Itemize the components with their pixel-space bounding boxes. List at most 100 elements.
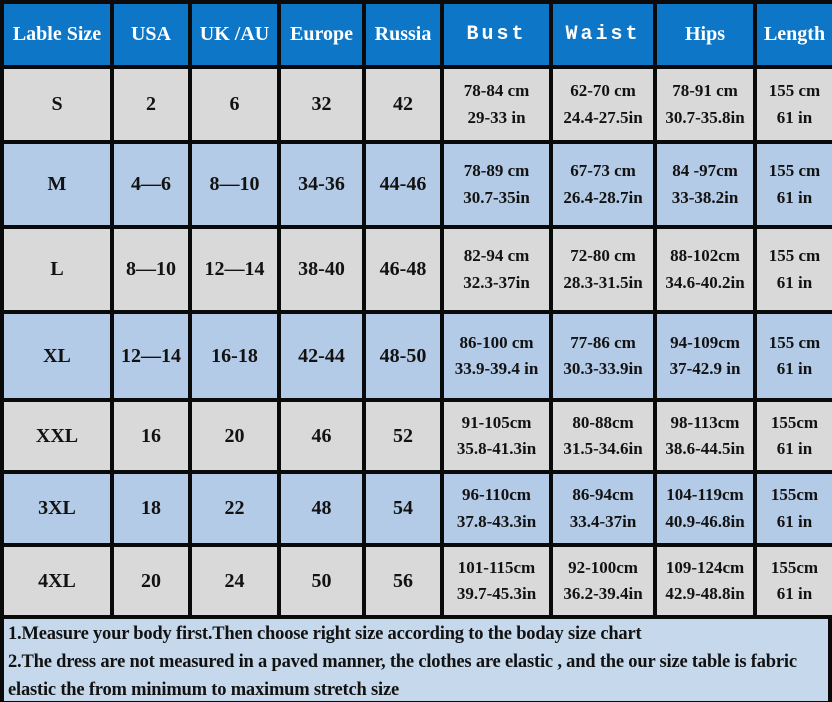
bust-in-range: 39.7-45.3in [456,584,537,603]
bust-cm-range: 82-94 cm [463,246,530,266]
cell-uk-au: 16-18 [188,310,281,402]
cell-usa: 2 [110,65,192,144]
cell-usa: 12—14 [110,310,192,402]
table-row: 4XL 20 24 50 56 101-115cm 39.7-45.3in 92-100cm 3… [0,543,832,619]
column-header-russia: Russia [362,0,444,69]
cell-length: 155cm 61 in [753,470,832,547]
cell-label: M [0,140,114,229]
cell-europe: 42-44 [277,310,366,402]
bust-cm-range: 78-84 cm [463,81,530,101]
column-header-usa: USA [110,0,192,69]
cell-bust: 101-115cm 39.7-45.3in [440,543,553,619]
cell-length: 155cm 61 in [753,543,832,619]
cell-waist: 67-73 cm 26.4-28.7in [549,140,657,229]
cell-waist: 92-100cm 36.2-39.4in [549,543,657,619]
cell-label: XL [0,310,114,402]
bust-in-range: 33.9-39.4 in [454,359,539,378]
cell-hips: 78-91 cm 30.7-35.8in [653,65,757,144]
bust-cm-range: 101-115cm [457,557,536,577]
bust-in-range: 35.8-41.3in [456,439,537,458]
cell-europe: 48 [277,470,366,547]
cell-label: 4XL [0,543,114,619]
table-row: 3XL 18 22 48 54 96-110cm 37.8-43.3in 86-94cm 33.… [0,470,832,547]
cell-bust: 91-105cm 35.8-41.3in [440,398,553,474]
waist-in-range: 36.2-39.4in [563,584,643,603]
bust-cm-range: 78-89 cm [463,161,530,181]
bust-cm-range: 91-105cm [461,412,532,432]
cell-uk-au: 6 [188,65,281,144]
hips-cm-range: 98-113cm [670,412,740,432]
length-in-range: 61 in [776,511,813,531]
cell-europe: 46 [277,398,366,474]
cell-russia: 44-46 [362,140,444,229]
table-row: XXL 16 20 46 52 91-105cm 35.8-41.3in 80-88cm 31.… [0,398,832,474]
waist-cm-range: 86-94cm [572,485,634,505]
cell-europe: 32 [277,65,366,144]
hips-cm-range: 78-91 cm [672,81,738,101]
hips-in-range: 38.6-44.5in [665,439,745,458]
cell-hips: 94-109cm 37-42.9 in [653,310,757,402]
cell-length: 155 cm 61 in [753,65,832,144]
cell-europe: 50 [277,543,366,619]
cell-bust: 78-89 cm 30.7-35in [440,140,553,229]
cell-uk-au: 22 [188,470,281,547]
cell-usa: 8—10 [110,225,192,314]
column-header-europe: Europe [277,0,366,69]
cell-label: 3XL [0,470,114,547]
hips-in-range: 34.6-40.2in [665,272,745,292]
waist-cm-range: 92-100cm [568,557,638,577]
cell-bust: 82-94 cm 32.3-37in [440,225,553,314]
length-cm-range: 155 cm [768,81,821,101]
cell-bust: 96-110cm 37.8-43.3in [440,470,553,547]
cell-waist: 86-94cm 33.4-37in [549,470,657,547]
bust-in-range: 29-33 in [467,107,526,127]
hips-in-range: 42.9-48.8in [665,584,745,603]
cell-russia: 48-50 [362,310,444,402]
cell-usa: 18 [110,470,192,547]
bust-cm-range: 96-110cm [462,485,531,505]
cell-uk-au: 12—14 [188,225,281,314]
cell-length: 155 cm 61 in [753,140,832,229]
cell-usa: 4—6 [110,140,192,229]
note-line-1: 1.Measure your body first.Then choose ri… [8,623,642,644]
column-header-uk-au: UK /AU [188,0,281,69]
cell-uk-au: 24 [188,543,281,619]
length-cm-range: 155cm [770,412,819,432]
cell-uk-au: 20 [188,398,281,474]
length-cm-range: 155cm [770,485,819,505]
cell-length: 155 cm 61 in [753,225,832,314]
cell-russia: 42 [362,65,444,144]
cell-uk-au: 8—10 [188,140,281,229]
cell-length: 155cm 61 in [753,398,832,474]
column-header-bust: Bust [440,0,553,69]
hips-cm-range: 84 -97cm [672,161,738,181]
bust-in-range: 37.8-43.3in [456,511,537,531]
cell-waist: 77-86 cm 30.3-33.9in [549,310,657,402]
waist-in-range: 28.3-31.5in [563,272,643,292]
bust-in-range: 30.7-35in [463,187,530,207]
cell-russia: 56 [362,543,444,619]
column-header-waist: Waist [549,0,657,69]
waist-in-range: 24.4-27.5in [563,107,643,127]
cell-label: S [0,65,114,144]
cell-bust: 86-100 cm 33.9-39.4 in [440,310,553,402]
length-cm-range: 155 cm [768,246,821,266]
cell-label: L [0,225,114,314]
bust-cm-range: 86-100 cm [459,332,534,352]
waist-cm-range: 62-70 cm [570,81,636,101]
column-header-length: Length [753,0,832,69]
waist-cm-range: 80-88cm [572,412,634,432]
waist-cm-range: 72-80 cm [570,246,636,266]
waist-in-range: 30.3-33.9in [563,359,643,378]
size-table-body: S 2 6 32 42 78-84 cm 29-33 in 62-70 cm 24.4-27.5… [0,65,832,619]
cell-usa: 16 [110,398,192,474]
size-table: Lable Size USA UK /AU Europe Russia Bust… [0,0,832,619]
hips-in-range: 40.9-46.8in [665,511,745,531]
table-row: S 2 6 32 42 78-84 cm 29-33 in 62-70 cm 24.4-27.5… [0,65,832,144]
hips-cm-range: 88-102cm [670,246,740,266]
cell-europe: 38-40 [277,225,366,314]
cell-russia: 54 [362,470,444,547]
cell-usa: 20 [110,543,192,619]
table-row: L 8—10 12—14 38-40 46-48 82-94 cm 32.3-37in 72-… [0,225,832,314]
